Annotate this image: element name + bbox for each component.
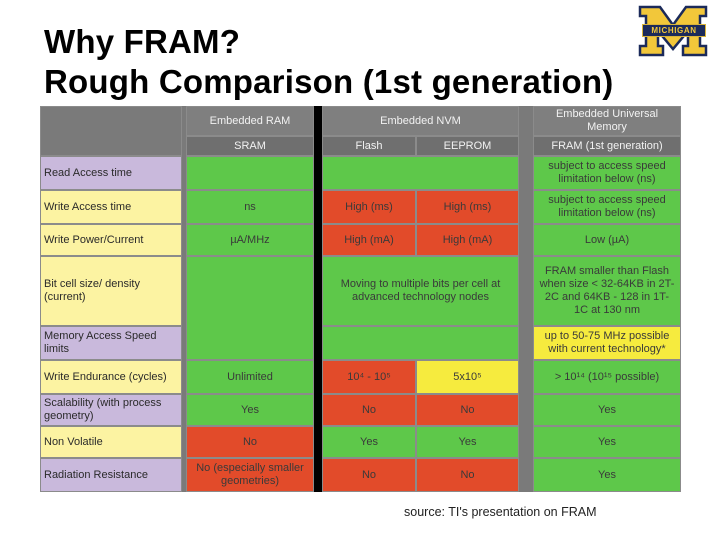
cell-flash-power: High (mA) <box>322 224 416 256</box>
header-corner <box>40 106 182 156</box>
cell-fram-endurance: > 10¹⁴ (10¹⁵ possible) <box>533 360 681 394</box>
row-label-read-access: Read Access time <box>40 156 182 190</box>
cell-nvm-speed <box>322 326 519 360</box>
cell-sram-read <box>186 156 314 190</box>
row-label-scalability: Scalability (with process geometry) <box>40 394 182 426</box>
michigan-logo: MICHIGAN <box>636 5 710 57</box>
cell-sram-scalability: Yes <box>186 394 314 426</box>
row-label-non-volatile: Non Volatile <box>40 426 182 458</box>
cell-eeprom-power: High (mA) <box>416 224 519 256</box>
cell-fram-speed: up to 50-75 MHz possible with current te… <box>533 326 681 360</box>
cell-eeprom-nonvolatile: Yes <box>416 426 519 458</box>
slide-title: Why FRAM? Rough Comparison (1st generati… <box>44 22 613 102</box>
divider <box>519 106 533 492</box>
row-label-bit-cell: Bit cell size/ density (current) <box>40 256 182 326</box>
col-header-sram: SRAM <box>186 136 314 156</box>
cell-nvm-read <box>322 156 519 190</box>
col-header-flash: Flash <box>322 136 416 156</box>
cell-flash-endurance: 10⁴ - 10⁵ <box>322 360 416 394</box>
row-label-speed-limits: Memory Access Speed limits <box>40 326 182 360</box>
cell-eeprom-scalability: No <box>416 394 519 426</box>
col-header-eeprom: EEPROM <box>416 136 519 156</box>
cell-flash-nonvolatile: Yes <box>322 426 416 458</box>
title-line-2: Rough Comparison (1st generation) <box>44 63 614 100</box>
group-header-embedded-ram: Embedded RAM <box>186 106 314 136</box>
comparison-table: Embedded RAM Embedded NVM Embedded Unive… <box>40 106 681 492</box>
cell-sram-power: µA/MHz <box>186 224 314 256</box>
cell-eeprom-write: High (ms) <box>416 190 519 224</box>
cell-fram-nonvolatile: Yes <box>533 426 681 458</box>
cell-sram-radiation: No (especially smaller geometries) <box>186 458 314 492</box>
cell-eeprom-radiation: No <box>416 458 519 492</box>
source-caption: source: TI's presentation on FRAM <box>404 505 597 519</box>
row-label-write-access: Write Access time <box>40 190 182 224</box>
cell-sram-write: ns <box>186 190 314 224</box>
title-line-1: Why FRAM? <box>44 23 241 60</box>
cell-fram-power: Low (µA) <box>533 224 681 256</box>
cell-nvm-bitcell: Moving to multiple bits per cell at adva… <box>322 256 519 326</box>
row-label-radiation: Radiation Resistance <box>40 458 182 492</box>
group-header-embedded-universal: Embedded Universal Memory <box>533 106 681 136</box>
cell-flash-write: High (ms) <box>322 190 416 224</box>
cell-fram-radiation: Yes <box>533 458 681 492</box>
cell-sram-nonvolatile: No <box>186 426 314 458</box>
cell-sram-endurance: Unlimited <box>186 360 314 394</box>
col-header-fram: FRAM (1st generation) <box>533 136 681 156</box>
cell-flash-radiation: No <box>322 458 416 492</box>
logo-band-text: MICHIGAN <box>642 24 706 37</box>
black-separator-bar <box>314 106 322 492</box>
cell-flash-scalability: No <box>322 394 416 426</box>
cell-fram-scalability: Yes <box>533 394 681 426</box>
group-header-embedded-nvm: Embedded NVM <box>322 106 519 136</box>
cell-fram-bitcell: FRAM smaller than Flash when size < 32-6… <box>533 256 681 326</box>
cell-sram-bitcell <box>186 256 314 360</box>
row-label-endurance: Write Endurance (cycles) <box>40 360 182 394</box>
cell-fram-write: subject to access speed limitation below… <box>533 190 681 224</box>
row-label-write-power: Write Power/Current <box>40 224 182 256</box>
divider <box>182 106 186 492</box>
cell-eeprom-endurance: 5x10⁵ <box>416 360 519 394</box>
cell-fram-read: subject to access speed limitation below… <box>533 156 681 190</box>
